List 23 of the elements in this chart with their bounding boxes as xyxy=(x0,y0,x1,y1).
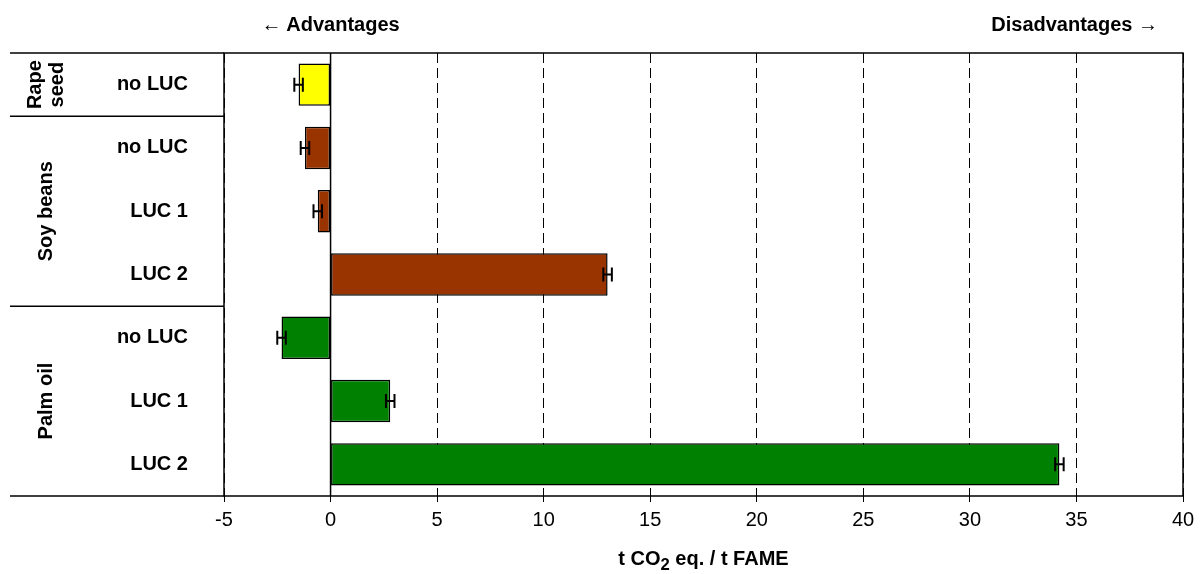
text: ← Advantages xyxy=(261,12,400,35)
y-tick-label: LUC 1 xyxy=(130,198,188,221)
x-tick-label: 20 xyxy=(745,507,768,530)
x-tick-label: 30 xyxy=(958,507,982,530)
text: Palm oil xyxy=(33,362,56,440)
x-tick-label: 15 xyxy=(639,507,662,530)
y-tick-label: LUC 1 xyxy=(130,388,188,411)
x-tick-label: 40 xyxy=(1171,507,1195,530)
y-tick-label: LUC 2 xyxy=(130,451,188,474)
text: Disadvantages → xyxy=(991,12,1158,35)
x-tick-label: -5 xyxy=(215,507,233,530)
y-tick-label: no LUC xyxy=(116,135,188,158)
text: Soy beans xyxy=(33,161,56,262)
x-axis-title: t CO$_{2}$ eq. / t FAME xyxy=(617,546,790,574)
x-tick-label: 25 xyxy=(852,507,875,530)
y-tick-label: no LUC xyxy=(116,72,188,95)
text: Rape seed xyxy=(22,60,67,110)
x-tick-label: 10 xyxy=(532,507,555,530)
y-tick-label: LUC 2 xyxy=(130,262,188,285)
x-tick-label: 35 xyxy=(1065,507,1088,530)
x-tick-label: 5 xyxy=(431,507,443,530)
y-tick-label: no LUC xyxy=(116,325,188,348)
x-tick-label: 0 xyxy=(324,507,337,530)
